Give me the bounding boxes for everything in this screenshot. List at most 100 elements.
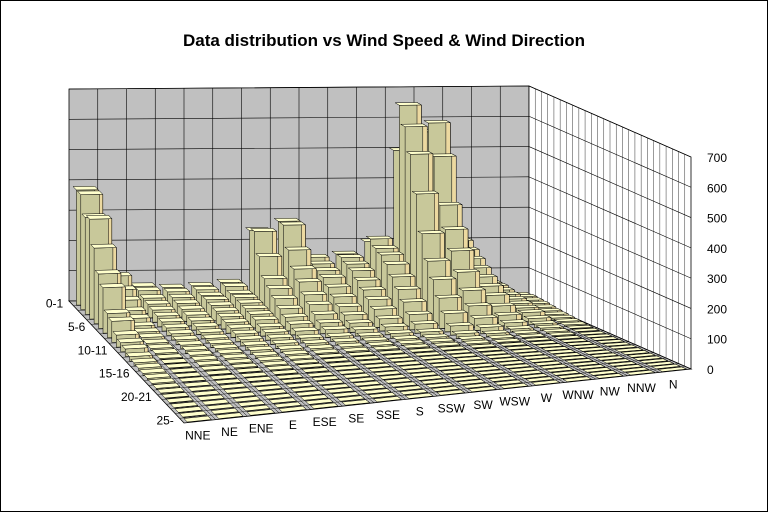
bar-top [226,323,255,329]
bar [249,380,278,387]
bar-top [214,412,244,419]
bar-top [241,340,270,346]
bar-top [249,380,278,387]
direction-tick-label: NE [221,425,238,439]
bar-top [469,314,499,319]
bar [244,375,273,383]
bar [254,384,283,391]
bar-top [304,398,334,405]
bar-top [398,364,428,370]
bar-top [430,386,461,392]
bar [246,409,276,416]
bar-top [412,351,442,357]
bar-top [205,403,235,410]
side-wall-hline [528,206,692,279]
bar-top [387,273,416,278]
bar-top [195,360,224,366]
bar [383,377,413,384]
bar-top [434,202,464,206]
bar-top [321,357,351,363]
bar-top [562,376,593,382]
bar-top [221,282,249,287]
bar [504,345,534,350]
bar-top [167,329,195,335]
back-wall-hline [68,115,530,120]
bar-top [130,357,158,364]
floor-speed-line [166,357,667,405]
bar-top [481,329,511,335]
bar [538,364,569,370]
bar-top [216,312,245,318]
bar-top [345,319,374,324]
bar-top [251,315,279,321]
bar [342,373,371,379]
bar-top [550,370,581,376]
bar-top [513,370,544,376]
bar-top [650,363,682,370]
z-tick-label: 300 [707,272,727,286]
bar-top [221,318,250,323]
bar [357,384,387,391]
bar [644,361,675,367]
bar-top [509,348,540,354]
bar-top [206,339,235,344]
bar-top [475,323,505,328]
bar-top [143,372,172,379]
bar [527,357,558,363]
bar [496,360,527,366]
bar-top [196,394,226,401]
bar-top [607,361,638,367]
bar-top [306,344,335,350]
bar-top [372,396,403,403]
bar-top [181,345,209,351]
bar-top [393,360,423,366]
bar-top [210,408,239,415]
bar [173,371,202,378]
bar [460,359,490,365]
bar-top [493,379,524,386]
bar [493,379,524,386]
bar [218,383,247,389]
bar-top [325,332,355,337]
bar-top [445,322,475,327]
bar [462,339,492,346]
bar-top [546,331,576,336]
bar [558,338,589,343]
bar-top [357,384,387,391]
bar [429,361,459,368]
bar-top [323,283,352,288]
bar-top [211,343,239,349]
bar-top [218,383,247,389]
bar [301,367,330,373]
direction-tick-label: S [416,405,424,419]
bar-top [596,339,625,344]
bar [220,353,249,361]
bar-top [380,323,409,328]
bar-top [358,286,387,291]
bar-top [273,401,303,408]
floor-speed-line [153,349,648,391]
bar-top [260,360,289,366]
z-tick-label: 200 [707,302,727,316]
bar-top [147,377,176,384]
bar [204,369,233,376]
bar [430,386,461,392]
bar-top [275,373,304,380]
bar [509,348,540,354]
bar-top [206,301,235,306]
bar-top [522,337,553,342]
bar-top [510,329,541,334]
bar-top [99,283,126,288]
bar [401,343,431,350]
bar-top [564,341,595,346]
bar-top [393,285,422,290]
bar-top [336,254,365,258]
bar [377,349,406,355]
bar-top [112,330,140,336]
bar-top [143,300,171,305]
chart-labels: NNE NE ENE E ESE SE SSE S SSW SW WSW W WNW NW NNW N 0-1 5… [46,151,727,442]
bar-top [225,358,254,364]
bar-top [409,320,439,325]
bar-top [461,382,492,389]
bar [278,405,307,413]
